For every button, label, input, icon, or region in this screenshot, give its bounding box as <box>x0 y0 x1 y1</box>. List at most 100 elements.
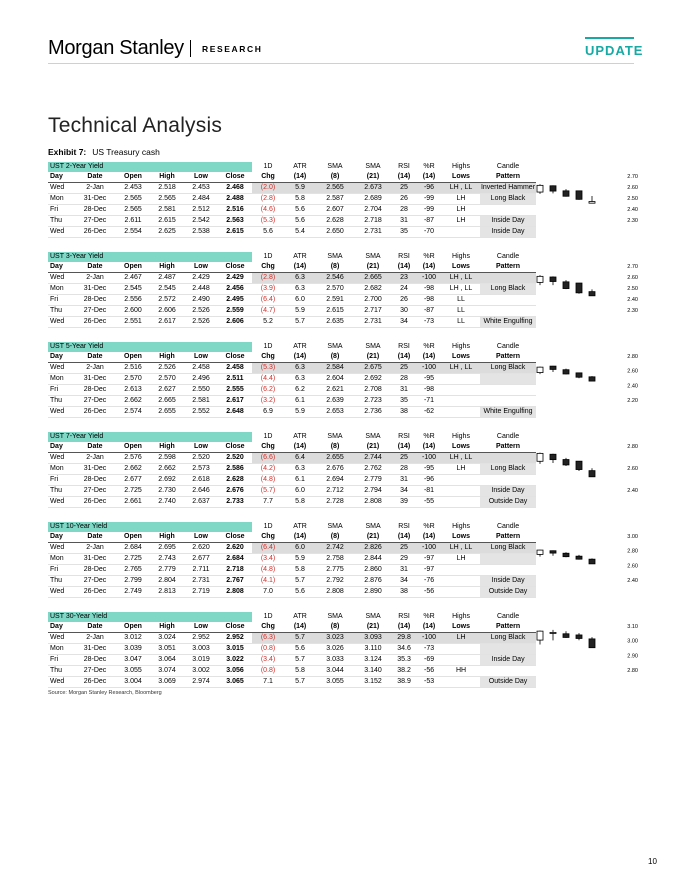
cell-hl <box>442 474 480 486</box>
column-header: Lows <box>442 352 480 363</box>
cell-pr: -95 <box>416 373 442 385</box>
cell-date: 31-Dec <box>74 283 116 295</box>
candle-body <box>588 201 596 204</box>
cell-chg: (3.4) <box>252 654 285 666</box>
cell-atr: 6.3 <box>284 272 316 284</box>
column-header: Highs <box>452 433 470 440</box>
cell-sma8: 2.546 <box>316 272 354 284</box>
column-header: (14) <box>284 352 316 363</box>
column-header: Date <box>74 532 116 543</box>
cell-pattern <box>480 665 537 677</box>
cell-close: 2.456 <box>218 283 252 295</box>
cell-atr: 5.6 <box>284 643 317 655</box>
cell-day: Fri <box>48 474 74 486</box>
cell-rsi: 38 <box>392 406 416 418</box>
cell-high: 2.743 <box>150 553 184 565</box>
column-header: Highs <box>452 613 470 620</box>
cell-pattern: Long Black <box>480 463 536 475</box>
axis-label: 2.40 <box>627 207 638 213</box>
table-row: Wed 26-Dec 3.004 3.069 2.974 3.065 7.1 5.7 3.055… <box>48 676 537 688</box>
table-row: Mon 31-Dec 2.662 2.662 2.573 2.586 (4.2) 6.3 2.6… <box>48 463 536 475</box>
cell-sma8: 2.694 <box>316 474 354 486</box>
cell-sma21: 2.692 <box>354 373 392 385</box>
cell-open: 2.749 <box>116 586 150 598</box>
cell-chg: (3.9) <box>252 283 284 295</box>
cell-high: 2.518 <box>150 182 184 194</box>
cell-hl: LH <box>442 553 481 565</box>
cell-rsi: 31 <box>392 215 416 227</box>
cell-high: 2.545 <box>150 283 184 295</box>
cell-open: 2.576 <box>116 452 150 464</box>
cell-pr: -96 <box>416 182 442 194</box>
cell-low: 2.512 <box>184 204 218 216</box>
cell-pattern: Outside Day <box>480 586 537 598</box>
cell-low: 2.526 <box>184 305 218 317</box>
cell-sma21: 2.704 <box>354 204 392 216</box>
cell-pr: -56 <box>416 586 443 598</box>
axis-label: 2.30 <box>627 218 638 224</box>
table-row: Wed 26-Dec 2.554 2.625 2.538 2.615 5.6 5.4 2.650… <box>48 226 536 238</box>
cell-open: 2.565 <box>116 204 150 216</box>
column-header: Open <box>116 172 150 183</box>
cell-pr: -100 <box>416 542 443 554</box>
axis-label: 3.00 <box>627 534 638 540</box>
cell-sma21: 2.860 <box>354 564 393 576</box>
cell-low: 2.526 <box>184 316 218 328</box>
cell-pattern <box>480 474 536 486</box>
cell-day: Wed <box>48 676 74 688</box>
cell-close: 2.718 <box>218 564 253 576</box>
cell-pattern <box>480 272 536 284</box>
cell-date: 26-Dec <box>74 316 116 328</box>
cell-low: 2.538 <box>184 226 218 238</box>
column-header: (21) <box>354 352 392 363</box>
table-row: Mon 31-Dec 2.565 2.565 2.484 2.488 (2.8) 5.8 2.5… <box>48 193 536 205</box>
cell-atr: 5.7 <box>284 632 317 644</box>
cell-pr: -76 <box>416 575 443 587</box>
cell-open: 2.662 <box>116 395 150 407</box>
cell-hl: LH <box>442 193 480 205</box>
table-row: Thu 27-Dec 2.600 2.606 2.526 2.559 (4.7) 5.9 2.6… <box>48 305 536 317</box>
table-row: Mon 31-Dec 2.725 2.743 2.677 2.684 (3.4) 5.9 2.7… <box>48 553 537 565</box>
cell-close: 3.056 <box>218 665 253 677</box>
table-title: UST 2-Year Yield <box>48 162 252 172</box>
column-header: Day <box>48 172 74 183</box>
axis-label: 2.60 <box>627 466 638 472</box>
cell-chg: 5.2 <box>252 316 284 328</box>
cell-pr: -62 <box>416 406 442 418</box>
cell-open: 2.677 <box>116 474 150 486</box>
column-header: Lows <box>442 172 480 183</box>
cell-high: 3.074 <box>150 665 184 677</box>
cell-day: Wed <box>48 452 74 464</box>
cell-sma8: 2.712 <box>316 485 354 497</box>
cell-sma8: 2.584 <box>316 362 354 374</box>
cell-open: 3.047 <box>116 654 150 666</box>
candle-body <box>588 376 596 382</box>
cell-sma8: 2.628 <box>316 215 354 227</box>
cell-close: 2.559 <box>218 305 252 317</box>
cell-sma8: 2.615 <box>316 305 354 317</box>
cell-high: 2.570 <box>150 373 184 385</box>
cell-pr: -98 <box>416 384 442 396</box>
cell-low: 2.484 <box>184 193 218 205</box>
cell-open: 2.799 <box>116 575 150 587</box>
cell-day: Wed <box>48 316 74 328</box>
column-header: High <box>150 262 184 273</box>
axis-label: 2.70 <box>627 264 638 270</box>
cell-high: 2.487 <box>150 272 184 284</box>
column-header: (21) <box>354 532 393 543</box>
cell-hl <box>442 496 480 508</box>
cell-close: 2.563 <box>218 215 252 227</box>
column-header: Pattern <box>480 172 536 183</box>
cell-date: 27-Dec <box>74 485 116 497</box>
cell-day: Wed <box>48 586 74 598</box>
cell-rsi: 25 <box>392 542 417 554</box>
cell-low: 2.542 <box>184 215 218 227</box>
candle-body <box>575 634 583 639</box>
cell-sma21: 2.675 <box>354 362 392 374</box>
cell-pattern <box>480 452 536 464</box>
candle-body <box>588 558 596 565</box>
candle-body <box>575 555 583 560</box>
cell-low: 2.952 <box>184 632 218 644</box>
cell-open: 3.012 <box>116 632 150 644</box>
cell-open: 2.574 <box>116 406 150 418</box>
